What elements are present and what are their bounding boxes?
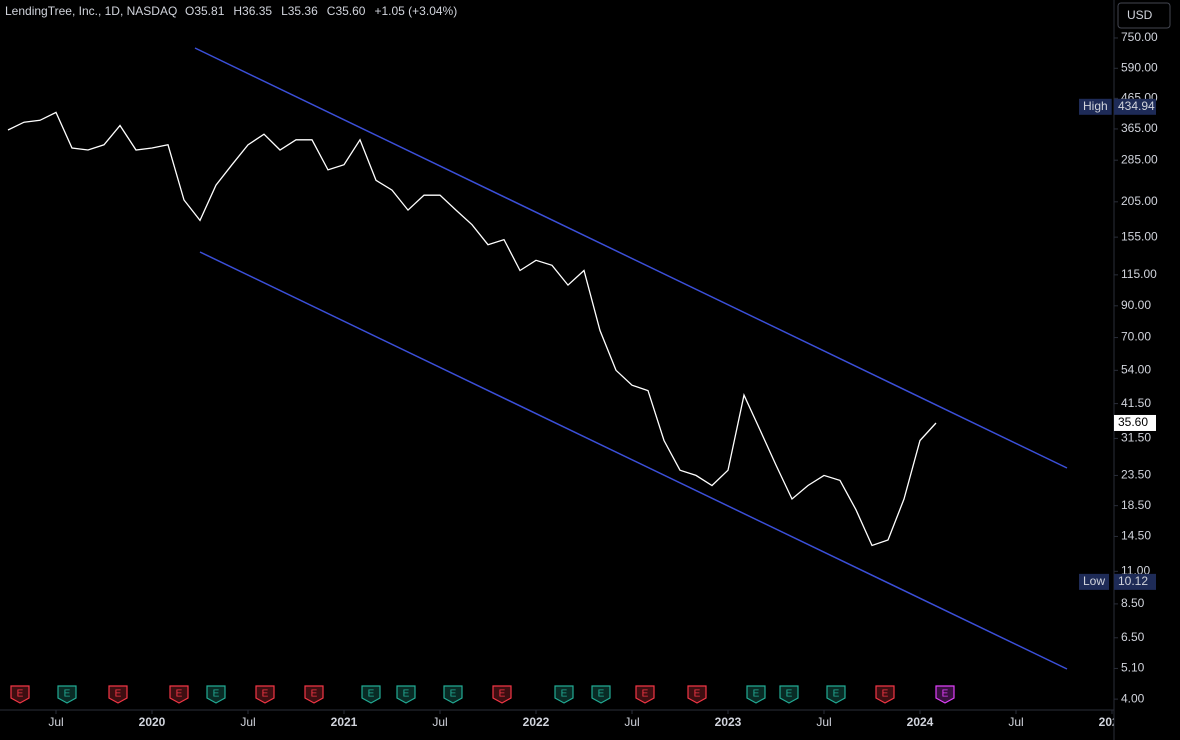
last-price-bg bbox=[1114, 414, 1156, 431]
x-tick-label: Jul bbox=[816, 715, 831, 729]
trend-line-lower bbox=[199, 251, 1068, 670]
marker-value: 10.12 bbox=[1118, 574, 1148, 588]
earnings-label: E bbox=[213, 689, 220, 700]
ohlc-value: H36.35 bbox=[233, 4, 272, 18]
earnings-marker[interactable] bbox=[935, 685, 955, 704]
earnings-marker[interactable] bbox=[255, 685, 275, 704]
earnings-marker[interactable] bbox=[779, 685, 799, 704]
ohlc-value: L35.36 bbox=[281, 4, 318, 18]
earnings-marker[interactable] bbox=[304, 685, 324, 704]
y-tick-label: 5.10 bbox=[1121, 661, 1145, 675]
y-tick-label: 31.50 bbox=[1121, 431, 1151, 445]
y-tick-label: 14.50 bbox=[1121, 529, 1151, 543]
price-axis: 750.00590.00465.00365.00285.00205.00155.… bbox=[1079, 30, 1158, 705]
x-tick-label: Jul bbox=[48, 715, 63, 729]
trend-line-upper bbox=[194, 47, 1068, 469]
currency-button[interactable] bbox=[1117, 2, 1171, 29]
earnings-marker[interactable] bbox=[746, 685, 766, 704]
earnings-marker[interactable] bbox=[361, 685, 381, 704]
earnings-marker[interactable] bbox=[492, 685, 512, 704]
earnings-label: E bbox=[17, 689, 24, 700]
y-tick-label: 4.00 bbox=[1121, 691, 1145, 705]
earnings-marker[interactable] bbox=[57, 685, 77, 704]
earnings-marker[interactable] bbox=[591, 685, 611, 704]
earnings-label: E bbox=[598, 689, 605, 700]
x-tick-label: 2020 bbox=[139, 715, 166, 729]
earnings-marker[interactable] bbox=[635, 685, 655, 704]
earnings-label: E bbox=[942, 689, 949, 700]
earnings-label: E bbox=[311, 689, 318, 700]
marker-name-bg bbox=[1079, 573, 1110, 590]
y-tick-label: 90.00 bbox=[1121, 298, 1151, 312]
y-tick-label: 590.00 bbox=[1121, 60, 1158, 74]
earnings-label: E bbox=[561, 689, 568, 700]
earnings-marker[interactable] bbox=[687, 685, 707, 704]
y-tick-label: 205.00 bbox=[1121, 194, 1158, 208]
earnings-marker[interactable] bbox=[10, 685, 30, 704]
y-tick-label: 365.00 bbox=[1121, 121, 1158, 135]
last-price-label: 35.60 bbox=[1118, 415, 1148, 429]
x-tick-label: 2021 bbox=[331, 715, 358, 729]
y-tick-label: 70.00 bbox=[1121, 330, 1151, 344]
earnings-marker[interactable] bbox=[826, 685, 846, 704]
ohlc-value: C35.60 bbox=[327, 4, 366, 18]
price-line bbox=[7, 111, 937, 547]
earnings-label: E bbox=[262, 689, 269, 700]
earnings-marker[interactable] bbox=[875, 685, 895, 704]
y-tick-label: 6.50 bbox=[1121, 630, 1145, 644]
marker-value: 434.94 bbox=[1118, 99, 1155, 113]
x-tick-label: 2023 bbox=[715, 715, 742, 729]
earnings-label: E bbox=[450, 689, 457, 700]
x-tick-label: 2022 bbox=[523, 715, 550, 729]
y-tick-label: 54.00 bbox=[1121, 363, 1151, 377]
y-tick-label: 155.00 bbox=[1121, 229, 1158, 243]
earnings-marker[interactable] bbox=[206, 685, 226, 704]
y-tick-label: 23.50 bbox=[1121, 468, 1151, 482]
earnings-marker[interactable] bbox=[443, 685, 463, 704]
x-tick-label: Jul bbox=[432, 715, 447, 729]
symbol-title: LendingTree, Inc., 1D, NASDAQ bbox=[5, 4, 177, 18]
earnings-marker[interactable] bbox=[554, 685, 574, 704]
earnings-label: E bbox=[176, 689, 183, 700]
earnings-marker[interactable] bbox=[169, 685, 189, 704]
earnings-label: E bbox=[403, 689, 410, 700]
earnings-label: E bbox=[499, 689, 506, 700]
y-tick-label: 8.50 bbox=[1121, 596, 1145, 610]
marker-name: High bbox=[1083, 99, 1108, 113]
earnings-label: E bbox=[753, 689, 760, 700]
earnings-label: E bbox=[64, 689, 71, 700]
marker-name-bg bbox=[1079, 98, 1112, 115]
marker-value-bg bbox=[1114, 573, 1156, 590]
currency-label[interactable]: USD bbox=[1127, 8, 1153, 22]
x-tick-label: Jul bbox=[1008, 715, 1023, 729]
x-tick-label: 2024 bbox=[907, 715, 934, 729]
earnings-label: E bbox=[368, 689, 375, 700]
price-axis-panel bbox=[1114, 0, 1180, 740]
ohlc-value: O35.81 bbox=[185, 4, 225, 18]
earnings-label: E bbox=[115, 689, 122, 700]
header: LendingTree, Inc., 1D, NASDAQ O35.81 H36.… bbox=[5, 4, 457, 18]
marker-value-bg bbox=[1114, 98, 1156, 115]
ohlc-value: +1.05 (+3.04%) bbox=[374, 4, 457, 18]
y-tick-label: 18.50 bbox=[1121, 498, 1151, 512]
y-tick-label: 115.00 bbox=[1121, 267, 1157, 281]
y-tick-label: 41.50 bbox=[1121, 396, 1151, 410]
y-tick-label: 750.00 bbox=[1121, 30, 1158, 44]
earnings-label: E bbox=[882, 689, 889, 700]
x-tick-label: Jul bbox=[240, 715, 255, 729]
x-tick-label: Jul bbox=[624, 715, 639, 729]
y-tick-label: 285.00 bbox=[1121, 152, 1158, 166]
earnings-label: E bbox=[786, 689, 793, 700]
earnings-marker[interactable] bbox=[108, 685, 128, 704]
earnings-label: E bbox=[642, 689, 649, 700]
earnings-label: E bbox=[694, 689, 701, 700]
earnings-marker[interactable] bbox=[396, 685, 416, 704]
earnings-label: E bbox=[833, 689, 840, 700]
marker-name: Low bbox=[1083, 574, 1105, 588]
